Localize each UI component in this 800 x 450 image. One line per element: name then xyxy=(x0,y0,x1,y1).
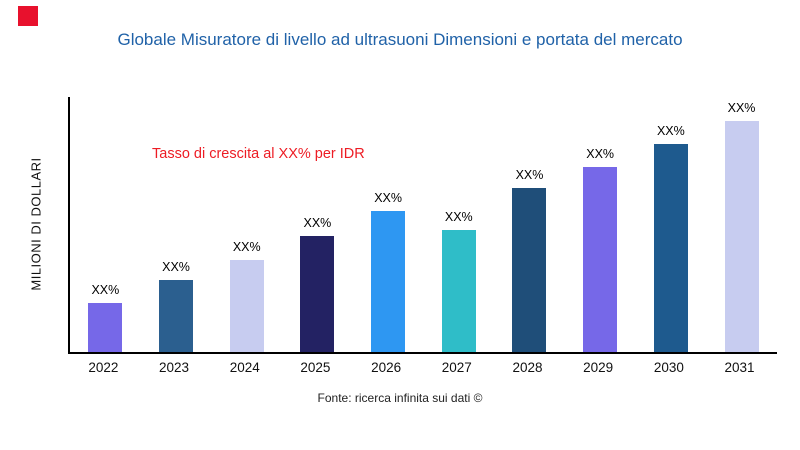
chart-title: Globale Misuratore di livello ad ultrasu… xyxy=(117,30,683,49)
bar-value-label: XX% xyxy=(91,283,120,297)
bar-2025 xyxy=(300,236,335,352)
bar-column-2027: XX% xyxy=(437,210,481,352)
bar-column-2022: XX% xyxy=(83,283,127,352)
bar-chart-plot-area: XX% XX% XX% XX% XX% XX% XX% XX% XX% XX% xyxy=(68,97,777,354)
bar-2030 xyxy=(653,144,688,352)
bar-value-label: XX% xyxy=(162,260,190,274)
bar-value-label: XX% xyxy=(727,101,756,115)
x-tick-label-2025: 2025 xyxy=(300,360,331,375)
y-axis-label: MILIONI DI DOLLARI xyxy=(28,157,44,291)
x-tick-label-2024: 2024 xyxy=(229,360,260,375)
bar-2023 xyxy=(159,280,194,352)
bar-column-2029: XX% xyxy=(578,147,622,352)
x-tick-label-2023: 2023 xyxy=(159,360,190,375)
x-tick-label-2029: 2029 xyxy=(583,360,614,375)
bar-column-2025: XX% xyxy=(295,216,339,352)
bar-2031 xyxy=(724,121,759,352)
bar-column-2028: XX% xyxy=(507,168,551,352)
bar-2026 xyxy=(371,211,406,352)
bar-2024 xyxy=(229,260,264,352)
bar-value-label: XX% xyxy=(656,124,685,138)
brand-mark xyxy=(18,6,38,26)
x-tick-label-2028: 2028 xyxy=(512,360,543,375)
bar-column-2024: XX% xyxy=(225,240,269,352)
bar-2028 xyxy=(512,188,547,352)
bar-value-label: XX% xyxy=(586,147,615,161)
bar-2027 xyxy=(441,230,476,352)
bar-column-2026: XX% xyxy=(366,191,410,352)
x-axis-labels: 2022 2023 2024 2025 2026 2027 2028 2029 2030 2031 xyxy=(68,360,775,375)
bar-column-2031: XX% xyxy=(720,101,764,352)
growth-rate-annotation: Tasso di crescita al XX% per IDR xyxy=(152,146,365,162)
x-tick-label-2030: 2030 xyxy=(653,360,684,375)
x-tick-label-2031: 2031 xyxy=(724,360,755,375)
bar-value-label: XX% xyxy=(515,168,544,182)
bar-2022 xyxy=(88,303,123,352)
bar-value-label: XX% xyxy=(303,216,332,230)
bar-column-2030: XX% xyxy=(649,124,693,352)
bar-2029 xyxy=(583,167,618,352)
source-attribution: Fonte: ricerca infinita sui dati © xyxy=(317,391,483,405)
bar-value-label: XX% xyxy=(444,210,473,224)
bar-column-2023: XX% xyxy=(154,260,198,352)
x-tick-label-2026: 2026 xyxy=(371,360,402,375)
x-tick-label-2022: 2022 xyxy=(88,360,119,375)
bar-value-label: XX% xyxy=(232,240,261,254)
bar-value-label: XX% xyxy=(374,191,402,205)
x-tick-label-2027: 2027 xyxy=(441,360,472,375)
